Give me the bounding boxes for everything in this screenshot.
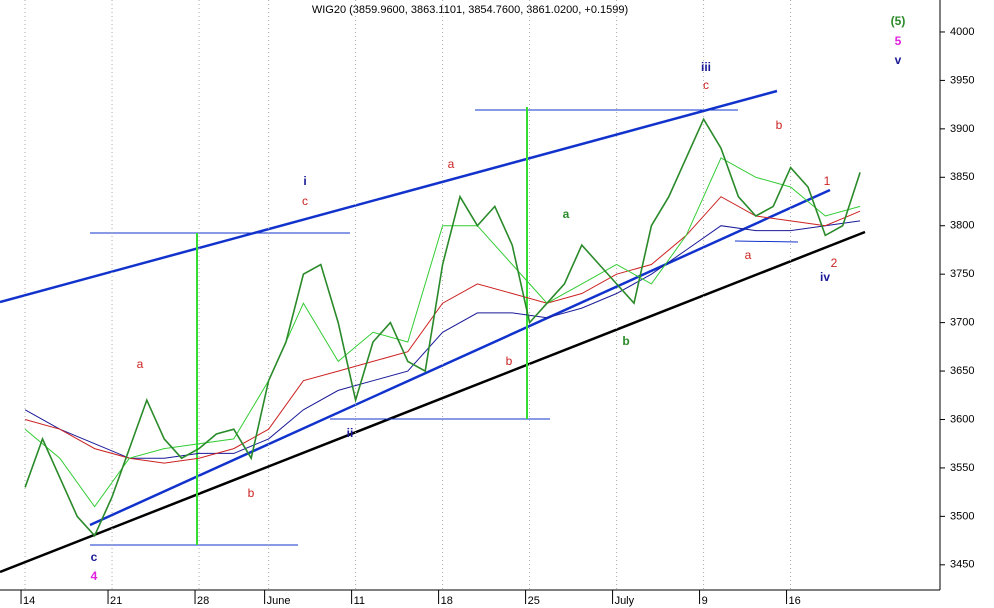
wave-label: a xyxy=(563,207,570,221)
wave-label: 4 xyxy=(91,569,98,583)
wave-label: iii xyxy=(701,60,711,74)
y-tick-label: 3500 xyxy=(950,510,974,522)
wave-label: b xyxy=(248,486,255,500)
y-tick-label: 3550 xyxy=(950,462,974,474)
channel-line xyxy=(89,188,831,527)
wave-label: c xyxy=(91,550,98,564)
wave-label: c xyxy=(703,78,709,92)
x-tick-label: 16 xyxy=(789,595,801,607)
wave-label: a xyxy=(448,157,455,171)
wave-label: 5 xyxy=(895,34,902,48)
wave-label: b xyxy=(622,334,629,348)
y-tick-label: 3450 xyxy=(950,559,974,571)
wave-label: (5) xyxy=(891,14,906,28)
price-line xyxy=(24,157,861,508)
y-tick-label: 3750 xyxy=(950,268,974,280)
wave-label: v xyxy=(895,53,902,67)
drawings xyxy=(0,89,866,574)
wave-label: iv xyxy=(820,270,830,284)
price-line xyxy=(24,220,861,459)
y-tick-label: 4000 xyxy=(950,26,974,38)
x-tick-label: June xyxy=(267,595,291,607)
x-tick-label: 9 xyxy=(702,595,708,607)
level-line xyxy=(734,240,799,243)
y-tick-label: 3700 xyxy=(950,317,974,329)
y-tick-label: 3850 xyxy=(950,171,974,183)
wave-label: b xyxy=(776,118,783,132)
y-tick-label: 3800 xyxy=(950,220,974,232)
y-tick-label: 3950 xyxy=(950,74,974,86)
trend-line xyxy=(0,230,866,574)
wave-label: a xyxy=(137,357,144,371)
y-tick-label: 3600 xyxy=(950,413,974,425)
wave-label: 2 xyxy=(831,256,838,270)
x-tick-label: 21 xyxy=(110,595,122,607)
wave-label: b xyxy=(506,354,513,368)
wave-label: c xyxy=(302,194,308,208)
price-line xyxy=(24,196,861,464)
x-tick-label: 28 xyxy=(197,595,209,607)
wave-label: i xyxy=(303,174,306,188)
x-tick-label: 14 xyxy=(23,595,35,607)
channel-line xyxy=(0,89,778,304)
x-tick-label: July xyxy=(615,595,635,607)
wave-label: a xyxy=(745,248,752,262)
wave-label: ii xyxy=(347,426,354,440)
chart-title: WIG20 (3859.9600, 3863.1101, 3854.7600, … xyxy=(312,4,628,16)
y-tick-label: 3650 xyxy=(950,365,974,377)
x-tick-label: 18 xyxy=(441,595,453,607)
price-line xyxy=(24,117,861,538)
x-tick-label: 11 xyxy=(354,595,365,607)
x-tick-label: 25 xyxy=(528,595,540,607)
wave-label: 1 xyxy=(824,174,831,188)
y-tick-label: 3900 xyxy=(950,123,974,135)
